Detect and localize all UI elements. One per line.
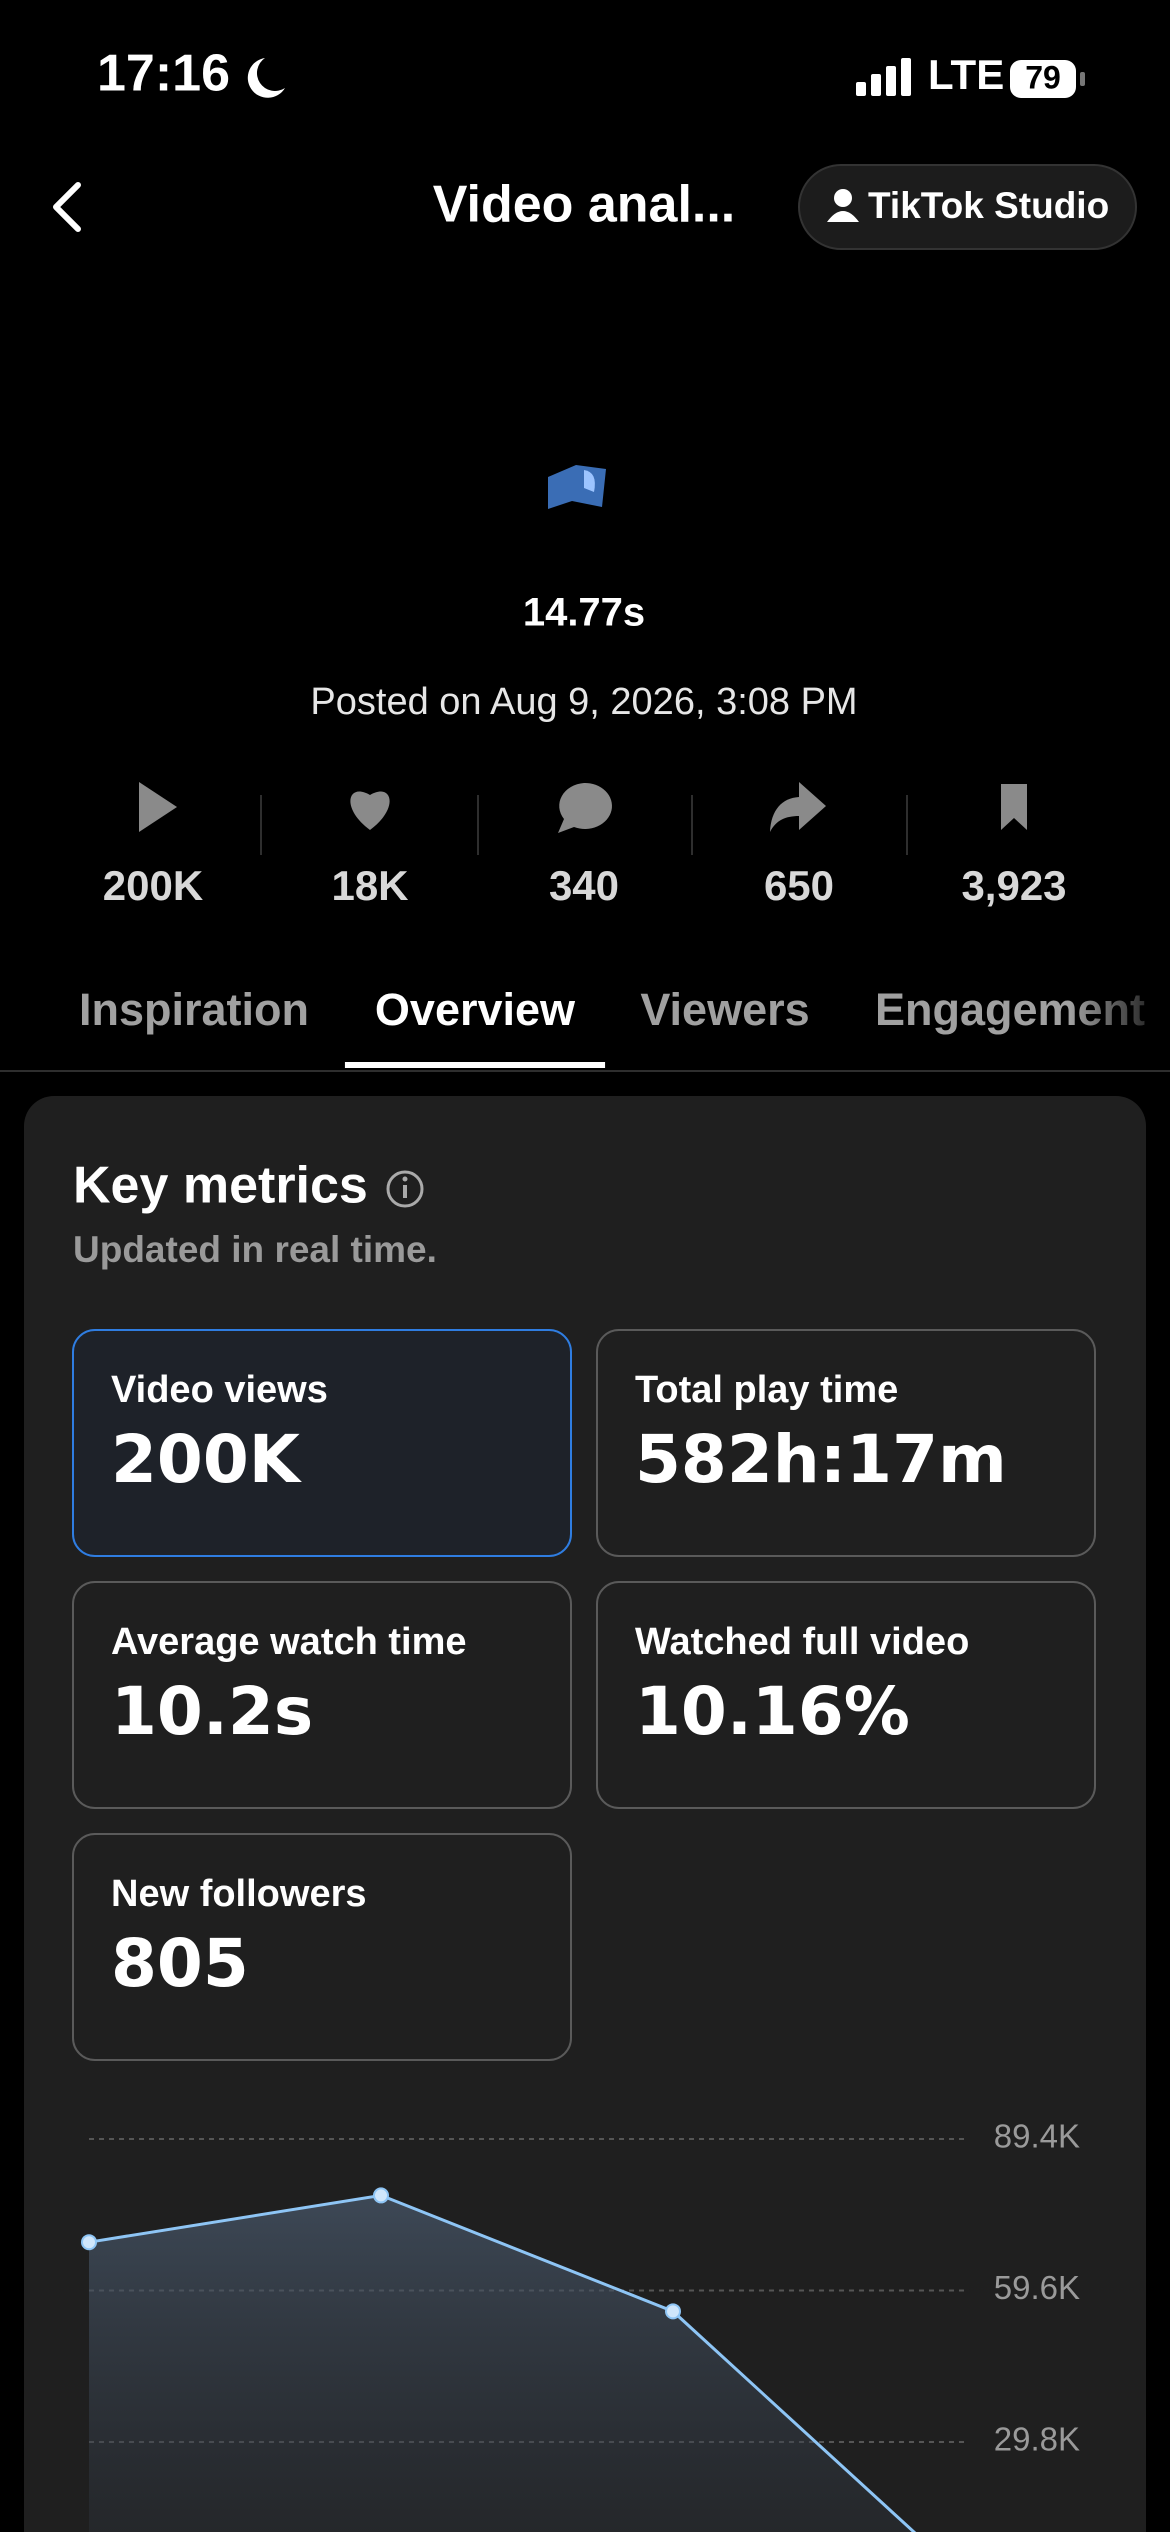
stat-value: 18K (331, 862, 408, 909)
stat-value: 200K (103, 862, 203, 909)
studio-button[interactable]: TikTok Studio (798, 164, 1137, 250)
stat-value: 340 (549, 862, 619, 909)
point (81, 2234, 97, 2251)
heart-icon (350, 791, 390, 830)
stat-value: 650 (764, 862, 834, 909)
bookmark-icon (1001, 784, 1027, 830)
metric-card-bg[interactable] (596, 1329, 1096, 1557)
stat-value: 3,923 (961, 862, 1066, 909)
share-icon (770, 782, 826, 832)
point (665, 2303, 681, 2320)
y-tick-label: 29.8K (994, 2421, 1080, 2458)
metric-card[interactable]: Average watch time 10.2s (72, 1581, 572, 1809)
stat-icons (139, 782, 1027, 833)
tab[interactable]: Inspiration (79, 984, 309, 1035)
key-metrics-title: Key metrics (73, 1157, 368, 1215)
metric-card-bg[interactable] (72, 1581, 572, 1809)
metric-card-bg[interactable] (596, 1581, 1096, 1809)
line (88, 2193, 917, 2532)
tab[interactable]: Overview (375, 984, 576, 1035)
y-tick-label: 59.6K (994, 2269, 1080, 2306)
clock: 17:16 (97, 45, 230, 103)
studio-button-label[interactable]: TikTok Studio (868, 185, 1109, 226)
comment-icon (558, 782, 612, 833)
video-duration: 14.77s (523, 591, 645, 635)
studio-button-bg[interactable] (798, 164, 1137, 250)
tab-fade (1070, 950, 1170, 1060)
info-icon[interactable] (386, 1170, 424, 1208)
metric-label: Video views (111, 1369, 328, 1411)
moon-icon (247, 58, 285, 98)
point (373, 2187, 389, 2204)
signal-icon (856, 58, 911, 96)
tab-indicator (344, 1062, 606, 1068)
tab[interactable]: Viewers (640, 984, 809, 1035)
page-title: Video anal... (433, 176, 735, 234)
y-tick-label: 89.4K (994, 2118, 1080, 2155)
chart: 29.8K 59.6K 89.4K (81, 2118, 1080, 2532)
video-thumbnail[interactable] (548, 465, 606, 509)
metric-card[interactable]: New followers 805 (72, 1833, 572, 2061)
area (89, 2195, 914, 2532)
metric-value: 200K (111, 1421, 303, 1498)
metric-value: 10.16% (635, 1673, 910, 1750)
play-icon (139, 782, 177, 832)
key-metrics-subtitle: Updated in real time. (73, 1229, 437, 1270)
metric-label: Watched full video (635, 1621, 969, 1663)
back-button[interactable] (53, 182, 81, 232)
network: LTE (928, 51, 1004, 98)
stat-dividers (260, 795, 908, 855)
battery-tip (1080, 72, 1085, 86)
metric-value: 805 (111, 1925, 249, 2002)
metric-label: New followers (111, 1873, 367, 1915)
battery (1010, 60, 1076, 98)
metric-label: Average watch time (111, 1621, 467, 1663)
metric-value: 10.2s (111, 1673, 313, 1750)
battery-level: 79 (1025, 59, 1061, 95)
metric-card[interactable]: Video views 200K (72, 1329, 572, 1557)
posted-date: Posted on Aug 9, 2026, 3:08 PM (310, 681, 857, 723)
metric-card-bg[interactable] (72, 1329, 572, 1557)
metric-value: 582h:17m (635, 1421, 1007, 1498)
metric-label: Total play time (635, 1369, 898, 1411)
metric-card-bg[interactable] (72, 1833, 572, 2061)
metric-card[interactable]: Total play time 582h:17m (596, 1329, 1096, 1557)
metric-card[interactable]: Watched full video 10.16% (596, 1581, 1096, 1809)
